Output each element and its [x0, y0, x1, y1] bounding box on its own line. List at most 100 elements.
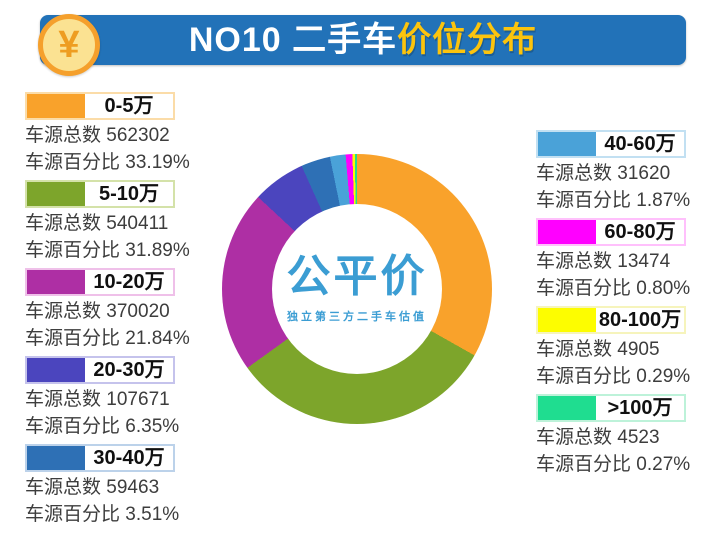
total-prefix: 车源总数: [25, 301, 102, 322]
percent-prefix: 车源百分比: [536, 189, 632, 211]
legend-item: 0-5万 车源总数 562302 车源百分比 33.19%: [25, 92, 190, 180]
total-value: 4905: [617, 339, 660, 360]
legend-item: >100万车源总数 4523 车源百分比 0.27%: [536, 394, 690, 482]
legend-color-chip: [27, 270, 85, 294]
legend-range-label: 80-100万: [598, 309, 682, 331]
total-value: 540411: [106, 213, 169, 234]
percent-value: 0.80%: [636, 277, 691, 299]
legend-left-column: 0-5万 车源总数 562302 车源百分比 33.19% 5-10万 车源总数 540…: [25, 92, 190, 532]
legend-percent-line: 车源百分比 1.87%: [536, 190, 690, 212]
legend-swatch: 0-5万: [25, 92, 175, 120]
legend-range-label: 0-5万: [104, 95, 154, 117]
percent-value: 21.84%: [125, 327, 190, 349]
legend-range-label: 60-80万: [604, 221, 676, 243]
coin-yuan-icon: ¥: [38, 14, 100, 76]
total-value: 4523: [617, 427, 660, 448]
total-prefix: 车源总数: [25, 125, 102, 146]
legend-color-chip: [27, 358, 85, 382]
legend-right-column: 40-60万 车源总数 31620 车源百分比 1.87% 60-80万 车源总数 13…: [536, 130, 690, 482]
legend-percent-line: 车源百分比 3.51%: [25, 504, 190, 526]
legend-item: 10-20万车源总数 370020 车源百分比 21.84%: [25, 268, 190, 356]
legend-total-line: 车源总数 107671: [25, 389, 190, 411]
legend-range-label: 10-20万: [93, 271, 165, 293]
legend-color-chip: [27, 182, 85, 206]
percent-value: 6.35%: [125, 415, 180, 437]
legend-swatch: >100万: [536, 394, 686, 422]
percent-value: 0.27%: [636, 453, 691, 475]
percent-prefix: 车源百分比: [25, 503, 121, 525]
percent-value: 0.29%: [636, 365, 691, 387]
header-banner: NO10 二手车价位分布: [40, 15, 686, 65]
legend-percent-line: 车源百分比 0.29%: [536, 366, 690, 388]
legend-swatch: 40-60万: [536, 130, 686, 158]
legend-item: 30-40万车源总数 59463 车源百分比 3.51%: [25, 444, 190, 532]
watermark-tagline: 独立第三方二手车估值: [287, 310, 427, 323]
yuan-symbol: ¥: [58, 23, 80, 66]
legend-color-chip: [27, 446, 85, 470]
percent-prefix: 车源百分比: [536, 277, 632, 299]
legend-item: 80-100万车源总数 4905 车源百分比 0.29%: [536, 306, 690, 394]
legend-swatch: 30-40万: [25, 444, 175, 472]
legend-total-line: 车源总数 4523: [536, 427, 690, 449]
legend-total-line: 车源总数 540411: [25, 213, 190, 235]
legend-total-line: 车源总数 59463: [25, 477, 190, 499]
legend-swatch: 20-30万: [25, 356, 175, 384]
watermark-logo: 公平价: [286, 251, 428, 301]
total-value: 31620: [617, 163, 671, 184]
total-prefix: 车源总数: [536, 427, 613, 448]
total-value: 13474: [617, 251, 671, 272]
legend-range-label: 5-10万: [98, 183, 160, 205]
legend-total-line: 车源总数 562302: [25, 125, 190, 147]
percent-prefix: 车源百分比: [25, 327, 121, 349]
legend-item: 60-80万车源总数 13474 车源百分比 0.80%: [536, 218, 690, 306]
total-prefix: 车源总数: [25, 477, 102, 498]
page-title-accent: 价位分布: [397, 21, 538, 59]
legend-percent-line: 车源百分比 6.35%: [25, 416, 190, 438]
total-value: 107671: [106, 389, 170, 410]
legend-item: 5-10万车源总数 540411 车源百分比 31.89%: [25, 180, 190, 268]
legend-swatch: 10-20万: [25, 268, 175, 296]
legend-color-chip: [538, 396, 596, 420]
percent-prefix: 车源百分比: [536, 453, 632, 475]
legend-range-label: 30-40万: [93, 447, 165, 469]
legend-percent-line: 车源百分比 31.89%: [25, 240, 190, 262]
legend-range-label: 20-30万: [93, 359, 165, 381]
legend-percent-line: 车源百分比 33.19%: [25, 152, 190, 174]
page-title: NO10 二手车价位分布: [189, 23, 537, 57]
percent-value: 3.51%: [125, 503, 180, 525]
donut-hole: 公平价 独立第三方二手车估值: [272, 204, 442, 374]
total-value: 370020: [106, 301, 170, 322]
legend-item: 40-60万车源总数 31620 车源百分比 1.87%: [536, 130, 690, 218]
legend-total-line: 车源总数 370020: [25, 301, 190, 323]
total-value: 59463: [106, 477, 160, 498]
percent-value: 31.89%: [125, 239, 190, 261]
legend-swatch: 60-80万: [536, 218, 686, 246]
percent-prefix: 车源百分比: [25, 239, 121, 261]
total-prefix: 车源总数: [25, 213, 102, 234]
total-prefix: 车源总数: [536, 251, 613, 272]
total-prefix: 车源总数: [536, 339, 613, 360]
percent-value: 33.19%: [125, 151, 190, 173]
total-value: 562302: [106, 125, 170, 146]
page-title-main: NO10 二手车: [188, 21, 398, 59]
total-prefix: 车源总数: [536, 163, 613, 184]
percent-prefix: 车源百分比: [25, 151, 121, 173]
legend-color-chip: [538, 308, 596, 332]
legend-percent-line: 车源百分比 21.84%: [25, 328, 190, 350]
legend-range-label: >100万: [607, 397, 673, 419]
legend-range-label: 40-60万: [604, 133, 676, 155]
legend-total-line: 车源总数 31620: [536, 163, 690, 185]
legend-color-chip: [538, 132, 596, 156]
percent-prefix: 车源百分比: [536, 365, 632, 387]
donut-chart: 公平价 独立第三方二手车估值: [222, 154, 492, 424]
percent-prefix: 车源百分比: [25, 415, 121, 437]
legend-total-line: 车源总数 13474: [536, 251, 690, 273]
legend-color-chip: [27, 94, 85, 118]
legend-total-line: 车源总数 4905: [536, 339, 690, 361]
legend-percent-line: 车源百分比 0.27%: [536, 454, 690, 476]
percent-value: 1.87%: [636, 189, 691, 211]
legend-item: 20-30万车源总数 107671 车源百分比 6.35%: [25, 356, 190, 444]
legend-swatch: 5-10万: [25, 180, 175, 208]
legend-swatch: 80-100万: [536, 306, 686, 334]
